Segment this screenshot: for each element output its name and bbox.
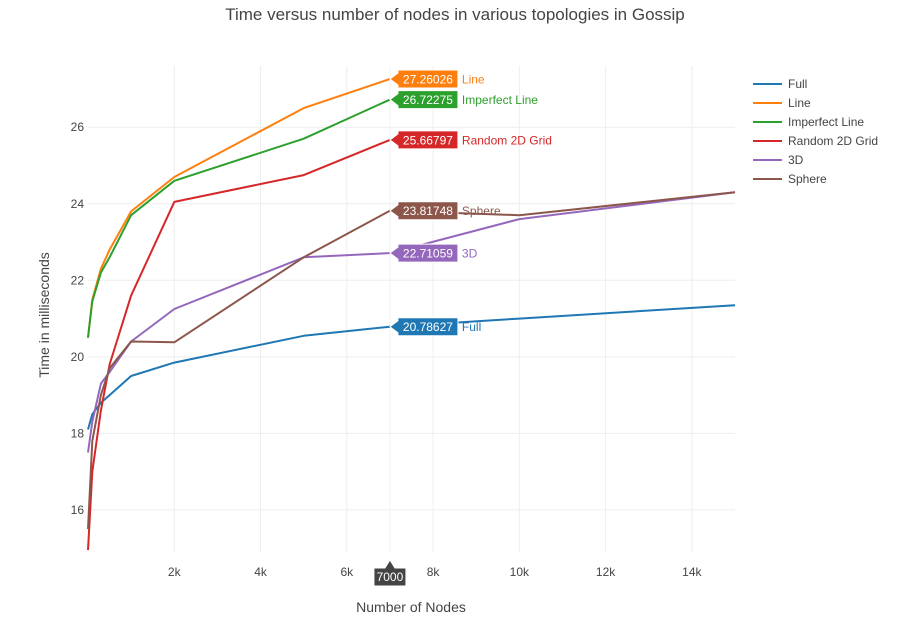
x-ticks: 2k 4k 6k 8k 10k 12k 14k bbox=[168, 565, 703, 579]
series-lines bbox=[87, 78, 736, 551]
hover-label-random-2d-grid: 25.66797 Random 2D Grid bbox=[389, 130, 552, 150]
hover-label-value: 23.81748 bbox=[403, 204, 453, 218]
y-ticks: 16 18 20 22 24 26 bbox=[71, 120, 85, 517]
legend-label: Sphere bbox=[788, 172, 827, 186]
y-tick-label: 24 bbox=[71, 197, 85, 211]
hover-label-name: Line bbox=[462, 73, 485, 87]
x-tick-label: 14k bbox=[682, 565, 702, 579]
hover-label-full: 20.78627 Full bbox=[389, 317, 481, 337]
hover-label-box bbox=[389, 317, 459, 337]
hover-label-name: Sphere bbox=[462, 204, 501, 218]
legend-label: 3D bbox=[788, 153, 804, 167]
hover-label-name: 3D bbox=[462, 247, 478, 261]
hover-label-name: Full bbox=[462, 320, 481, 334]
hover-labels: 20.78627 Full 27.26026 Line 26.72275 Imperfec… bbox=[389, 69, 552, 337]
series-line-3d[interactable] bbox=[87, 191, 736, 453]
hover-label-sphere: 23.81748 Sphere bbox=[389, 201, 501, 221]
chart-title: Time versus number of nodes in various t… bbox=[225, 5, 685, 24]
hover-label-value: 20.78627 bbox=[403, 320, 453, 334]
x-tick-label: 4k bbox=[254, 565, 268, 579]
hover-label-imperfect-line: 26.72275 Imperfect Line bbox=[389, 90, 538, 110]
y-tick-label: 18 bbox=[71, 426, 85, 440]
legend-label: Random 2D Grid bbox=[788, 134, 878, 148]
hover-label-box bbox=[389, 90, 459, 110]
hover-label-box bbox=[389, 130, 459, 150]
hover-label-value: 26.72275 bbox=[403, 93, 453, 107]
legend-label: Imperfect Line bbox=[788, 115, 864, 129]
y-tick-label: 26 bbox=[71, 120, 85, 134]
hover-label-line: 27.26026 Line bbox=[389, 69, 485, 89]
y-tick-label: 20 bbox=[71, 350, 85, 364]
hover-label-3d: 22.71059 3D bbox=[389, 243, 478, 263]
hover-label-value: 27.26026 bbox=[403, 73, 453, 87]
legend-item-full[interactable]: Full bbox=[753, 77, 807, 91]
legend-item-random-2d-grid[interactable]: Random 2D Grid bbox=[753, 134, 878, 148]
hover-label-value: 25.66797 bbox=[403, 133, 453, 147]
hover-label-name: Random 2D Grid bbox=[462, 133, 552, 147]
y-tick-label: 16 bbox=[71, 503, 85, 517]
legend-label: Line bbox=[788, 96, 811, 110]
legend-item-imperfect-line[interactable]: Imperfect Line bbox=[753, 115, 864, 129]
x-tick-label: 10k bbox=[510, 565, 530, 579]
legend-item-sphere[interactable]: Sphere bbox=[753, 172, 827, 186]
x-tick-label: 2k bbox=[168, 565, 182, 579]
hover-label-box bbox=[389, 201, 459, 221]
hover-label-box bbox=[389, 243, 459, 263]
hover-label-box bbox=[389, 69, 459, 89]
x-tick-label: 12k bbox=[596, 565, 616, 579]
legend-item-3d[interactable]: 3D bbox=[753, 153, 804, 167]
y-axis-title: Time in milliseconds bbox=[36, 252, 52, 378]
series-line-random-2d-grid[interactable] bbox=[87, 138, 391, 551]
grid bbox=[88, 66, 735, 552]
x-tick-label: 8k bbox=[427, 565, 441, 579]
hover-x-value: 7000 bbox=[377, 570, 404, 584]
hover-x-box bbox=[373, 559, 407, 587]
hover-label-value: 22.71059 bbox=[403, 247, 453, 261]
legend-label: Full bbox=[788, 77, 807, 91]
legend: Full Line Imperfect Line Random 2D Grid 3D Sp… bbox=[753, 77, 878, 186]
hover-x-label: 7000 bbox=[373, 559, 407, 587]
series-line-imperfect-line[interactable] bbox=[87, 98, 391, 338]
x-axis-title: Number of Nodes bbox=[356, 599, 466, 615]
x-tick-label: 6k bbox=[340, 565, 354, 579]
hover-label-name: Imperfect Line bbox=[462, 93, 538, 107]
legend-item-line[interactable]: Line bbox=[753, 96, 811, 110]
y-tick-label: 22 bbox=[71, 273, 85, 287]
